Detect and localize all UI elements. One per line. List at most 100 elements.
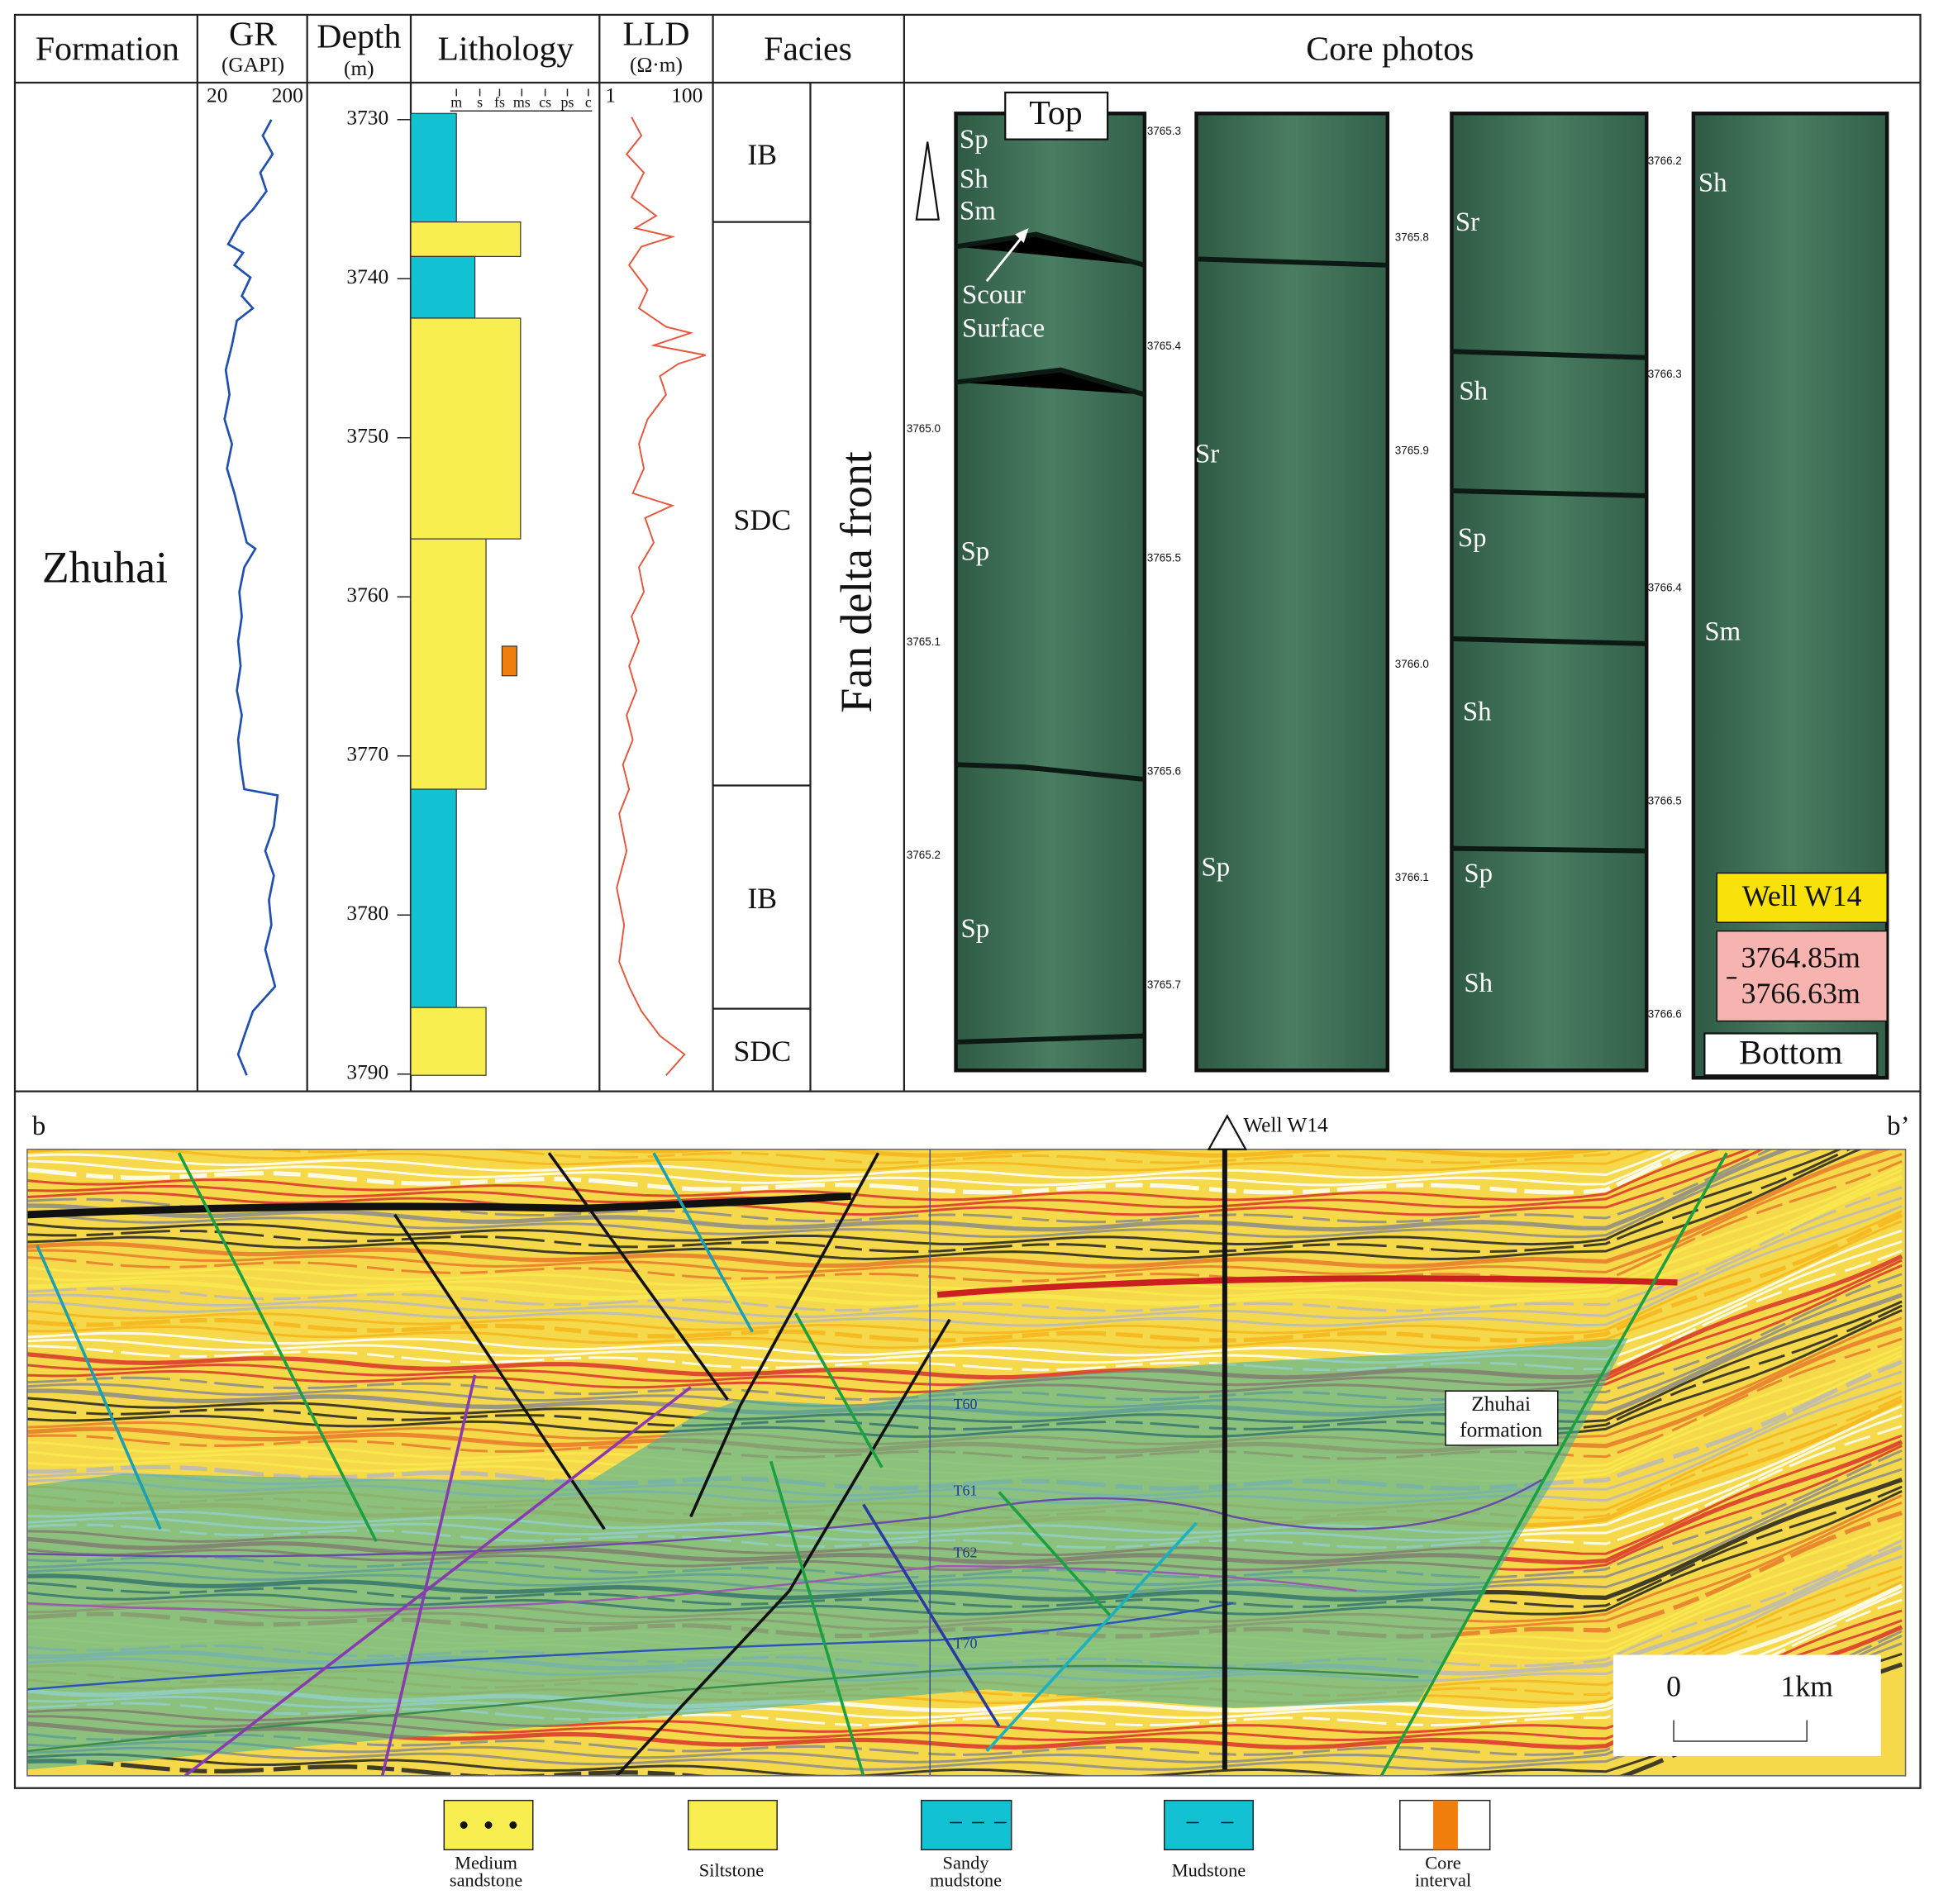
reflector <box>26 1149 1752 1209</box>
facies-label: SDC <box>733 503 791 536</box>
unit: (GAPI) <box>222 53 284 76</box>
reflector <box>26 1197 1903 1320</box>
fault <box>652 1152 754 1333</box>
scale-label: 20 <box>207 84 227 107</box>
core-depth: 3765.6 <box>1147 765 1181 778</box>
facies-label: SDC <box>733 1035 791 1068</box>
core-depth: 3765.9 <box>1395 445 1429 457</box>
unit: (Ω·m) <box>630 53 683 76</box>
sandstone-bed <box>410 317 522 540</box>
core-depth: 3766.4 <box>1648 581 1683 593</box>
horizon-label: T61 <box>954 1483 978 1499</box>
fracture <box>1451 488 1647 498</box>
legend-label: Mudstone <box>1172 1859 1246 1880</box>
fault <box>547 1152 729 1401</box>
sedimentary-structure: Sr <box>1455 207 1479 237</box>
reflector <box>26 1164 1903 1290</box>
fault <box>177 1152 378 1543</box>
reflector <box>255 1149 1623 1164</box>
fault <box>998 1491 1112 1617</box>
formation-box <box>1445 1390 1559 1446</box>
lithology-column <box>410 112 522 1076</box>
depth-label: 3780 <box>346 902 388 925</box>
sedimentary-structure: Sm <box>1704 617 1741 647</box>
reflector <box>26 1662 1903 1776</box>
mudstone-bed <box>410 112 457 223</box>
sedimentary-structure: Sh <box>1698 168 1727 198</box>
horizon-label: T70 <box>954 1635 978 1652</box>
reflector <box>26 1149 1843 1246</box>
column-header: Facies <box>764 30 852 68</box>
column-header: LLD <box>622 15 689 53</box>
fault <box>862 1503 1001 1728</box>
legend <box>443 1799 1491 1851</box>
scale-label: 1km <box>1780 1670 1833 1703</box>
sedimentary-structure: Sp <box>960 125 988 155</box>
reflector <box>26 1149 1686 1187</box>
sedimentary-structure: Sh <box>1463 697 1492 727</box>
core-column <box>1450 112 1649 1073</box>
siltstone-bed <box>410 538 487 790</box>
sedimentary-structure: Sm <box>960 197 996 226</box>
core-column <box>954 112 1147 1073</box>
grain-size-label: s <box>477 93 483 110</box>
legend-swatch <box>1164 1799 1254 1851</box>
interval-bottom: 3766.63m <box>1741 977 1860 1010</box>
well-label: Well W14 <box>1243 1114 1328 1137</box>
depth-label: 3730 <box>346 107 388 130</box>
reflector <box>26 1149 1864 1261</box>
core-depth: 3765.4 <box>1147 340 1182 352</box>
seismic-section <box>26 1149 1906 1776</box>
sandstone-bed <box>410 221 522 257</box>
reflector <box>26 1149 1893 1269</box>
fault <box>615 1318 951 1776</box>
section-start: b <box>32 1111 45 1141</box>
reflector <box>26 1149 1699 1195</box>
top-box <box>1004 91 1109 140</box>
core-depth: 3765.0 <box>907 422 941 435</box>
reflector <box>26 1635 1903 1764</box>
reflector <box>26 1212 1903 1343</box>
core-depth: 3765.8 <box>1395 231 1429 244</box>
fracture <box>1196 256 1388 268</box>
reflector <box>26 1149 1793 1232</box>
facies-label: IB <box>747 882 777 915</box>
depth-label: 3740 <box>346 265 388 288</box>
grain-size-label: ms <box>513 93 531 110</box>
sedimentary-structure: Sh <box>1464 969 1493 998</box>
legend-swatch <box>921 1799 1012 1851</box>
fracture <box>1451 845 1647 854</box>
fault <box>183 1386 692 1776</box>
sedimentary-structure: Sp <box>961 914 990 944</box>
reflector <box>26 1642 1903 1771</box>
swatch-core <box>1433 1800 1458 1850</box>
core-depth: 3766.2 <box>1648 155 1682 167</box>
sedimentary-structure: Sp <box>1458 523 1487 553</box>
grain-size-label: fs <box>494 93 505 110</box>
outer-border <box>13 13 1922 1789</box>
column-header: Depth <box>317 17 401 55</box>
swatch-dot <box>484 1821 493 1829</box>
annotation: Surface <box>962 313 1045 343</box>
core-depth: 3766.3 <box>1648 368 1682 380</box>
depth-label: 3750 <box>346 425 388 448</box>
grain-size-label: cs <box>539 93 551 110</box>
mudstone-bed <box>410 788 457 1008</box>
reflector <box>26 1149 1722 1202</box>
core-fractures <box>955 231 1647 1045</box>
core-depth: 3765.7 <box>1147 978 1181 991</box>
reflector <box>26 1149 1852 1254</box>
scale-bar <box>1673 1720 1808 1742</box>
legend-label: interval <box>1415 1869 1471 1890</box>
formation-label: Zhuhai <box>1471 1392 1531 1416</box>
legend-label: Core <box>1425 1852 1461 1873</box>
core-depth: 3765.3 <box>1147 125 1181 137</box>
column-header: Lithology <box>438 30 574 68</box>
sedimentary-structure: Sh <box>1459 377 1488 407</box>
facies-label: IB <box>747 138 777 171</box>
formation-name: Zhuhai <box>42 543 168 593</box>
annotation: Scour <box>962 280 1026 310</box>
sedimentary-structure: Sp <box>1202 853 1231 883</box>
core-depth: 3765.2 <box>907 849 941 861</box>
fault <box>769 1460 865 1776</box>
